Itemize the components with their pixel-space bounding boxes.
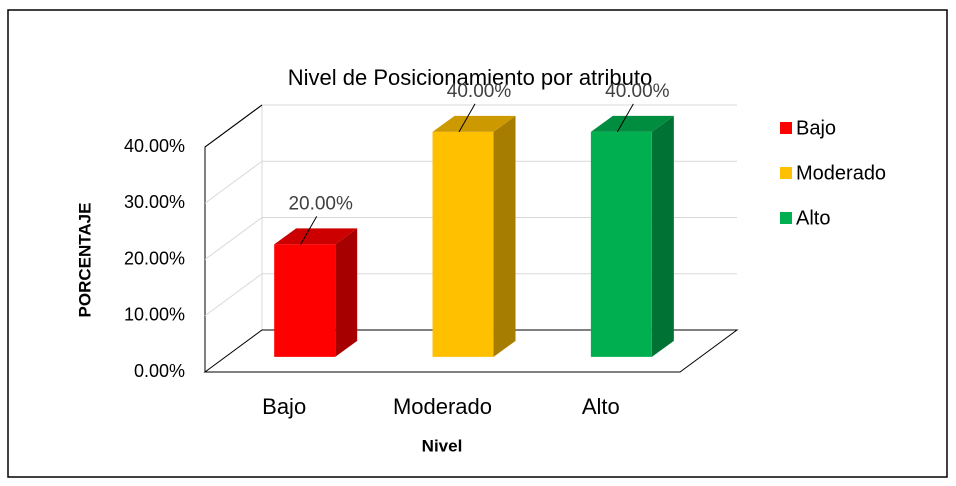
grid-line-side <box>204 160 263 204</box>
y-tick-label: 40.00% <box>124 136 185 156</box>
floor <box>203 329 739 373</box>
legend-swatch <box>780 212 792 224</box>
data-label: 20.00% <box>288 193 353 214</box>
bar-side <box>493 115 516 357</box>
legend-swatch <box>780 167 792 179</box>
legend-label: Bajo <box>796 117 836 139</box>
chart-title: Nivel de Posicionamiento por atributo <box>288 65 652 90</box>
leader-line <box>300 216 318 245</box>
bar-top <box>274 228 358 245</box>
legend-label: Alto <box>796 207 830 229</box>
bar-side <box>651 115 674 357</box>
bar <box>432 131 494 357</box>
legend-label: Moderado <box>796 162 886 184</box>
bar-top <box>590 115 674 132</box>
grid-line-side <box>204 217 263 260</box>
data-label: 40.00% <box>605 81 670 102</box>
leader-line <box>616 103 634 133</box>
legend-swatch <box>780 122 792 134</box>
x-tick-label: Moderado <box>393 394 492 419</box>
bar <box>274 244 336 357</box>
y-tick-label: 0.00% <box>134 361 185 381</box>
grid-line-side <box>204 104 263 148</box>
y-tick-label: 20.00% <box>124 248 185 268</box>
leader-line <box>458 103 476 133</box>
x-axis-title: Nivel <box>422 436 463 455</box>
x-tick-label: Bajo <box>262 394 306 419</box>
y-axis-title: PORCENTAJE <box>75 203 94 318</box>
data-label: 40.00% <box>447 81 512 102</box>
y-tick-label: 10.00% <box>124 305 185 325</box>
grid-line-side <box>204 273 263 317</box>
y-tick-label: 30.00% <box>124 192 185 212</box>
bar-top <box>432 115 516 132</box>
bar <box>590 131 652 357</box>
x-tick-label: Alto <box>582 394 620 419</box>
bar-side <box>335 228 358 357</box>
